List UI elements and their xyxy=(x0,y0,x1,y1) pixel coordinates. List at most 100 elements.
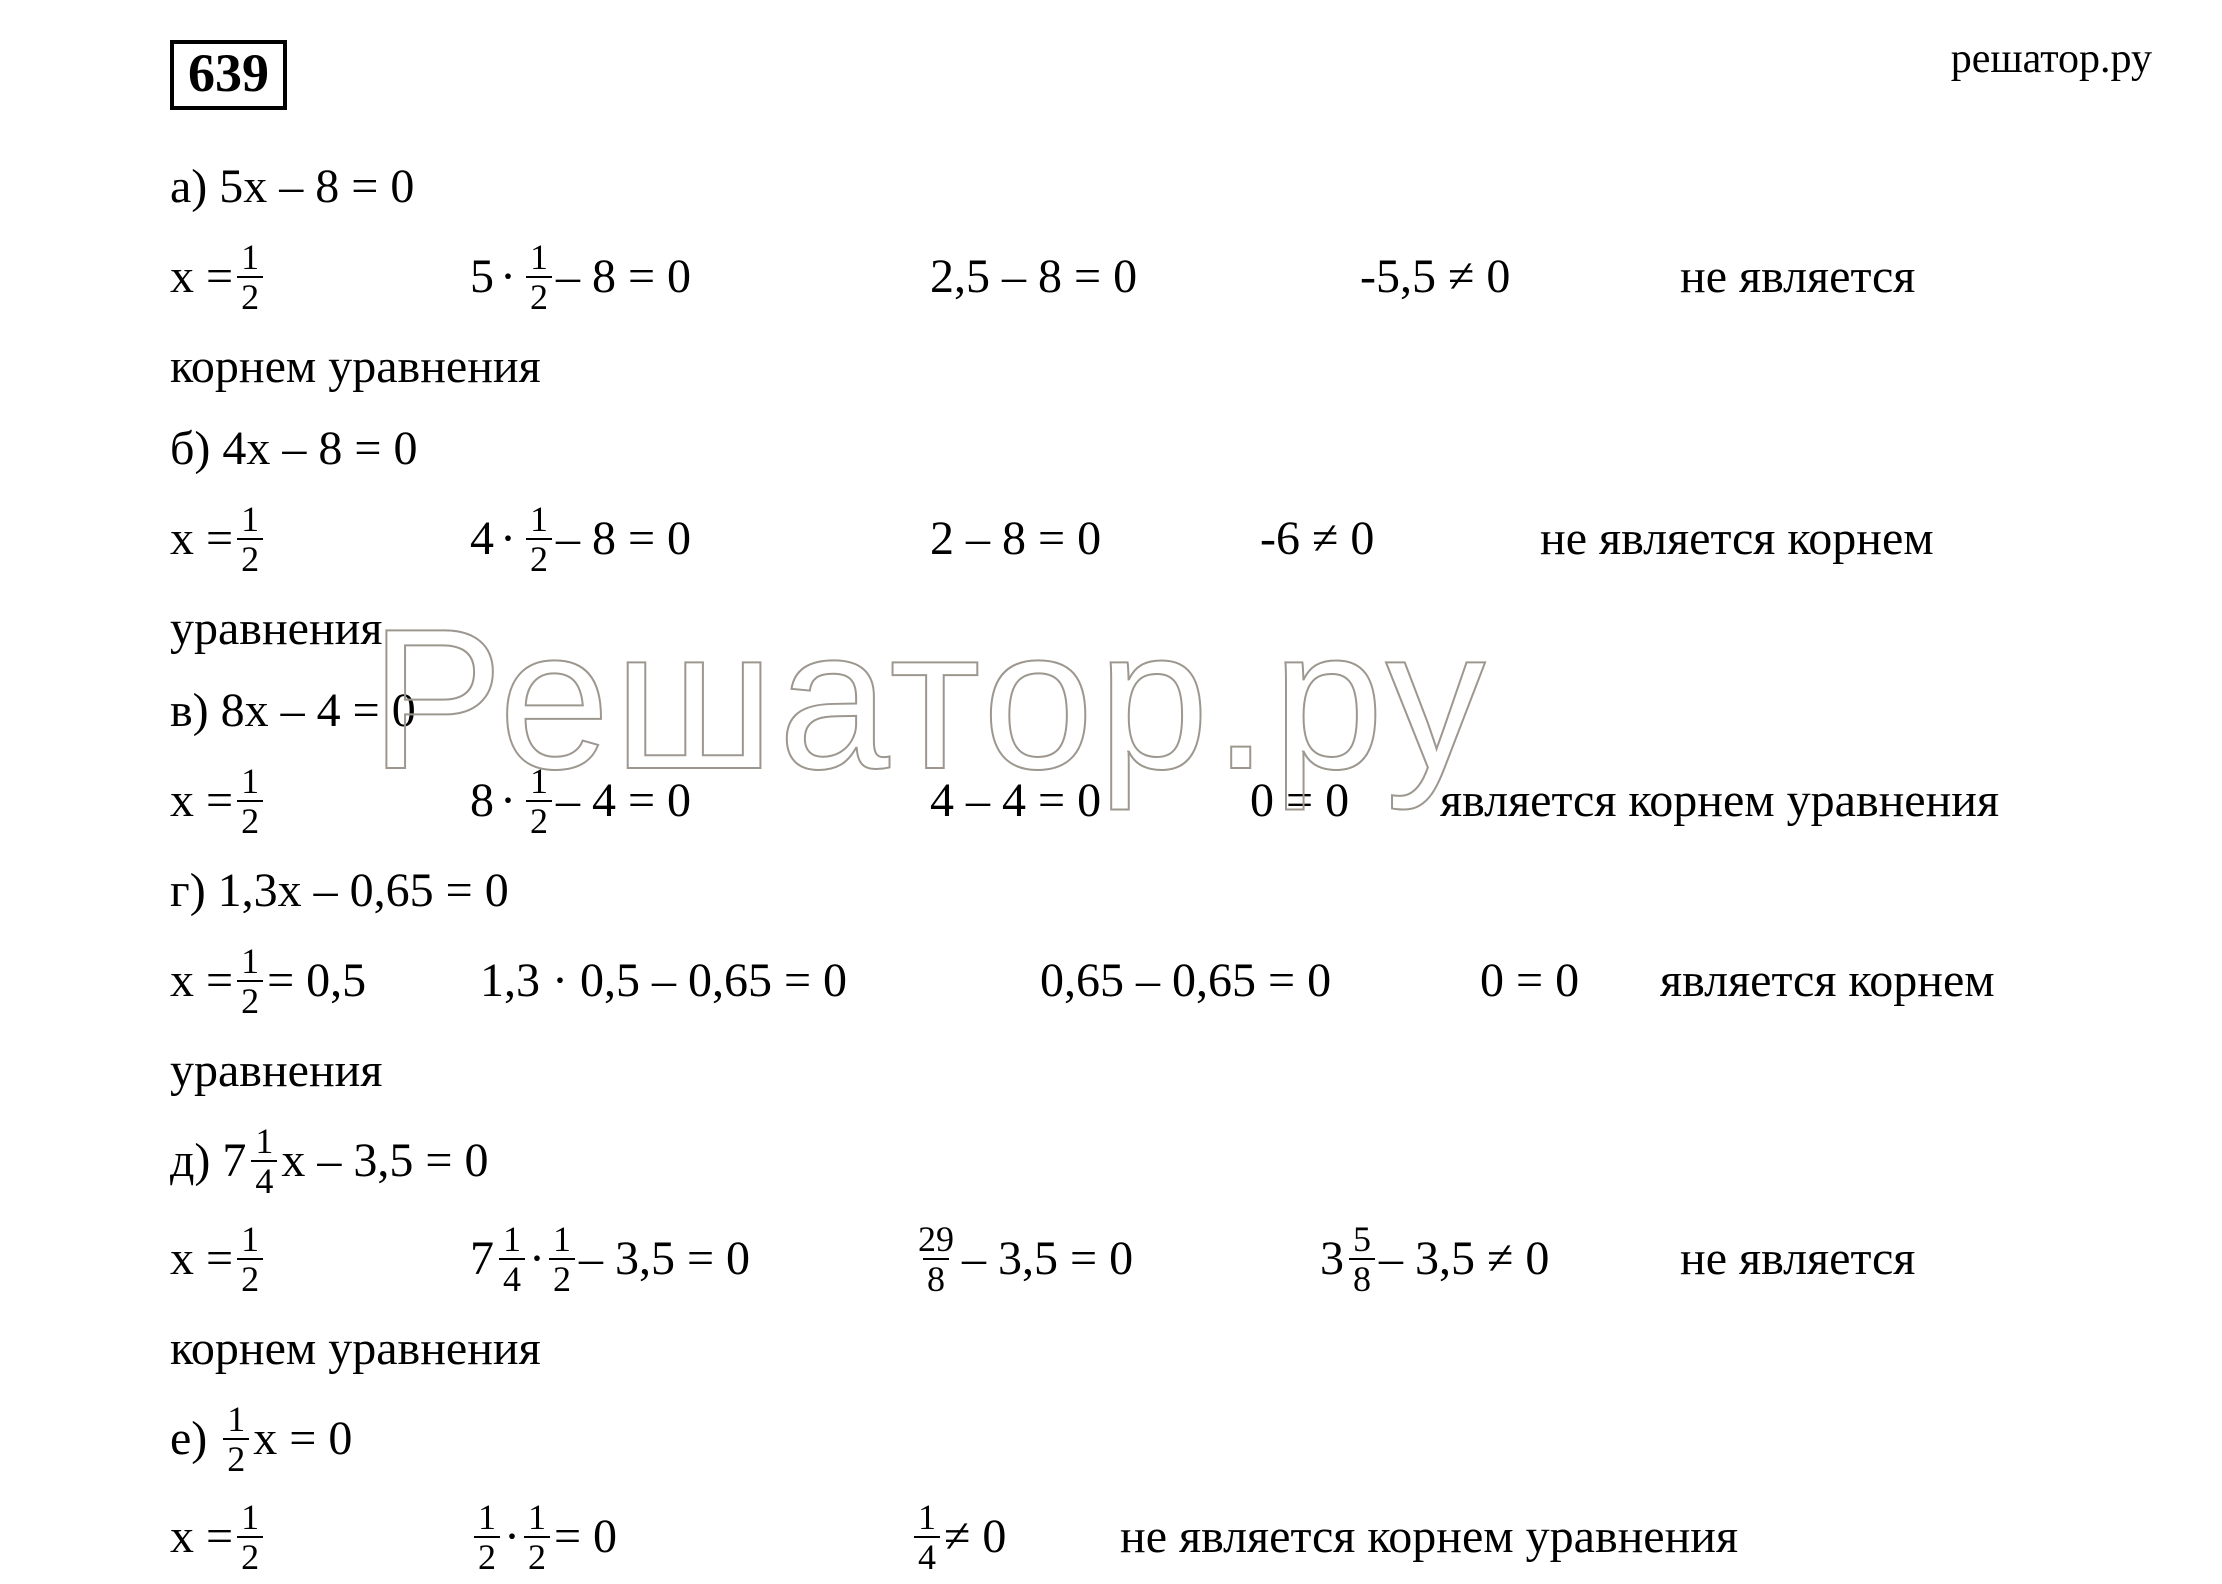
step-4: 0 = 0 xyxy=(1480,957,1660,1005)
mixed-whole: 3 xyxy=(1320,1235,1344,1283)
fraction: 1 4 xyxy=(251,1123,277,1199)
verdict-head: не является корнем xyxy=(1540,515,2052,563)
fraction: 1 2 xyxy=(237,1499,263,1575)
fraction: 1 2 xyxy=(524,1499,550,1575)
x-value: x = 1 2 xyxy=(170,1499,470,1575)
coef: 8 xyxy=(470,777,494,825)
part-v-equation: в) 8x – 4 = 0 xyxy=(170,672,2052,750)
frac-den: 2 xyxy=(237,276,263,315)
part-b-steps: x = 1 2 4 · 1 2 – 8 = 0 2 – 8 = 0 -6 ≠ 0… xyxy=(170,492,2052,586)
part-b-verdict-tail: уравнения xyxy=(170,590,2052,668)
frac-num: 1 xyxy=(526,239,552,276)
frac-num: 1 xyxy=(526,501,552,538)
x-eq-label: x = xyxy=(170,1513,233,1561)
x-tail: = 0,5 xyxy=(267,957,366,1005)
tail: – 3,5 = 0 xyxy=(579,1235,750,1283)
substitution: 1 2 · 1 2 = 0 xyxy=(470,1499,910,1575)
x-eq-label: x = xyxy=(170,957,233,1005)
part-label: г) xyxy=(170,867,206,915)
tail: x – 3,5 = 0 xyxy=(281,1137,488,1185)
fraction: 1 4 xyxy=(914,1499,940,1575)
part-e-equation: е) 1 2 x = 0 xyxy=(170,1392,2052,1486)
frac-den: 8 xyxy=(1349,1258,1375,1297)
step-3: 0,65 – 0,65 = 0 xyxy=(1040,957,1480,1005)
equation-text: 4x – 8 = 0 xyxy=(222,425,417,473)
step-3: 2,5 – 8 = 0 xyxy=(930,253,1360,301)
frac-num: 1 xyxy=(914,1499,940,1536)
substitution: 1,3 · 0,5 – 0,65 = 0 xyxy=(480,957,1040,1005)
step-4: -6 ≠ 0 xyxy=(1260,515,1540,563)
frac-den: 2 xyxy=(526,800,552,839)
substitution: 7 1 4 · 1 2 – 3,5 = 0 xyxy=(470,1221,910,1297)
part-label: а) xyxy=(170,163,207,211)
fraction: 1 2 xyxy=(474,1499,500,1575)
x-value: x = 1 2 xyxy=(170,1221,470,1297)
step-4: 3 5 8 – 3,5 ≠ 0 xyxy=(1320,1221,1680,1297)
part-a-steps: x = 1 2 5 · 1 2 – 8 = 0 2,5 – 8 = 0 -5,5… xyxy=(170,230,2052,324)
problem-number: 639 xyxy=(170,40,287,110)
verdict-head: не является xyxy=(1680,1235,2052,1283)
frac-num: 29 xyxy=(914,1221,958,1258)
x-eq-label: x = xyxy=(170,777,233,825)
mixed-number: 7 1 4 xyxy=(470,1221,529,1297)
verdict-tail: корнем уравнения xyxy=(170,1325,541,1373)
frac-den: 4 xyxy=(251,1160,277,1199)
fraction: 1 2 xyxy=(549,1221,575,1297)
tail: – 8 = 0 xyxy=(556,253,691,301)
fraction: 1 2 xyxy=(526,501,552,577)
fraction: 1 2 xyxy=(526,763,552,839)
x-value: x = 1 2 xyxy=(170,763,470,839)
frac-num: 1 xyxy=(474,1499,500,1536)
frac-num: 1 xyxy=(223,1401,249,1438)
substitution: 4 · 1 2 – 8 = 0 xyxy=(470,501,930,577)
frac-num: 1 xyxy=(237,1221,263,1258)
part-e-steps: x = 1 2 1 2 · 1 2 = 0 1 4 ≠ 0 xyxy=(170,1490,2052,1584)
x-value: x = 1 2 xyxy=(170,501,470,577)
frac-den: 2 xyxy=(526,276,552,315)
equation-text: 5x – 8 = 0 xyxy=(219,163,414,211)
frac-den: 2 xyxy=(237,800,263,839)
mixed-whole: 7 xyxy=(222,1137,246,1185)
frac-num: 1 xyxy=(237,763,263,800)
fraction: 5 8 xyxy=(1349,1221,1375,1297)
part-b-equation: б) 4x – 8 = 0 xyxy=(170,410,2052,488)
frac-num: 1 xyxy=(237,943,263,980)
frac-den: 8 xyxy=(923,1258,949,1297)
substitution: 8 · 1 2 – 4 = 0 xyxy=(470,763,930,839)
equation-text: 1,3x – 0,65 = 0 xyxy=(218,867,509,915)
frac-den: 2 xyxy=(223,1438,249,1477)
mixed-number: 3 5 8 xyxy=(1320,1221,1379,1297)
tail: – 8 = 0 xyxy=(556,515,691,563)
part-d-equation: д) 7 1 4 x – 3,5 = 0 xyxy=(170,1114,2052,1208)
x-eq-label: x = xyxy=(170,515,233,563)
part-g-equation: г) 1,3x – 0,65 = 0 xyxy=(170,852,2052,930)
frac-num: 1 xyxy=(237,501,263,538)
part-d-steps: x = 1 2 7 1 4 · 1 2 – 3,5 = 0 xyxy=(170,1212,2052,1306)
x-eq-label: x = xyxy=(170,253,233,301)
tail: – 3,5 ≠ 0 xyxy=(1379,1235,1549,1283)
part-d-verdict-tail: корнем уравнения xyxy=(170,1310,2052,1388)
x-value: x = 1 2 xyxy=(170,239,470,315)
tail: – 4 = 0 xyxy=(556,777,691,825)
verdict-tail: уравнения xyxy=(170,605,382,653)
part-g-steps: x = 1 2 = 0,5 1,3 · 0,5 – 0,65 = 0 0,65 … xyxy=(170,934,2052,1028)
frac-num: 1 xyxy=(526,763,552,800)
equation-text: 1 2 x = 0 xyxy=(219,1401,352,1477)
tail: ≠ 0 xyxy=(944,1513,1006,1561)
equation-text: 7 1 4 x – 3,5 = 0 xyxy=(222,1123,488,1199)
verdict-tail: корнем уравнения xyxy=(170,343,541,391)
page: решатор.ру 639 Решатор.ру а) 5x – 8 = 0 … xyxy=(0,0,2222,1545)
site-label: решатор.ру xyxy=(1951,38,2152,80)
frac-den: 2 xyxy=(237,1258,263,1297)
part-v-steps: x = 1 2 8 · 1 2 – 4 = 0 4 – 4 = 0 0 = 0 … xyxy=(170,754,2052,848)
substitution: 5 · 1 2 – 8 = 0 xyxy=(470,239,930,315)
coef: 5 xyxy=(470,253,494,301)
frac-den: 2 xyxy=(237,1536,263,1575)
frac-num: 1 xyxy=(237,239,263,276)
dot: · xyxy=(529,1235,545,1283)
step-3: 2 – 8 = 0 xyxy=(930,515,1260,563)
frac-den: 4 xyxy=(499,1258,525,1297)
frac-num: 1 xyxy=(499,1221,525,1258)
fraction: 1 2 xyxy=(237,943,263,1019)
fraction: 1 2 xyxy=(237,239,263,315)
